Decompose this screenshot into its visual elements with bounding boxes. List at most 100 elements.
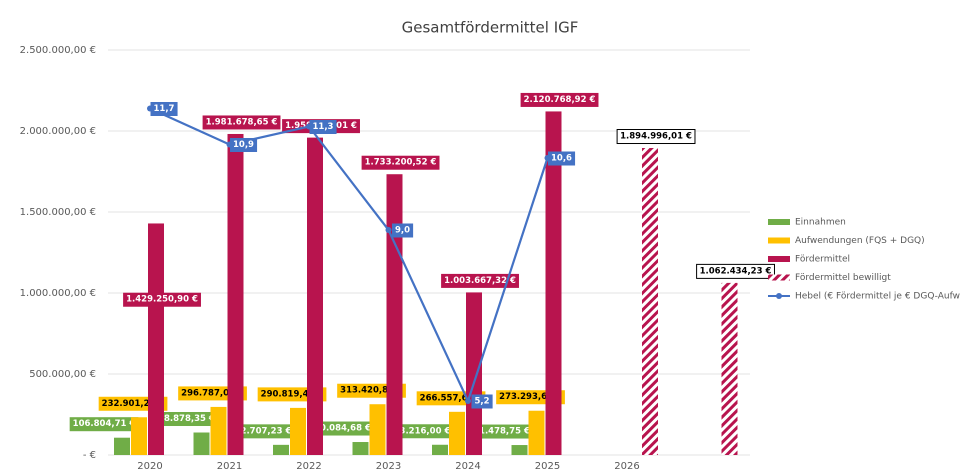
line-point bbox=[465, 398, 471, 404]
label-box bbox=[361, 155, 440, 170]
bar bbox=[307, 137, 323, 455]
bar bbox=[131, 417, 147, 455]
x-tick-label: 2024 bbox=[455, 461, 480, 471]
data-label: 1.733.200,52 € bbox=[361, 155, 440, 170]
bar bbox=[545, 111, 562, 456]
data-label-text: 62.707,23 € bbox=[235, 426, 292, 436]
data-label-text: 11,7 bbox=[154, 104, 175, 114]
x-tick-label: 2022 bbox=[296, 461, 321, 471]
label-box bbox=[69, 417, 139, 432]
label-box bbox=[231, 424, 295, 439]
bar bbox=[511, 445, 528, 455]
data-label-text: 63.216,00 € bbox=[394, 426, 451, 436]
data-label: 11,3 bbox=[309, 120, 337, 134]
label-box bbox=[441, 273, 519, 288]
x-tick-label: 2025 bbox=[535, 461, 560, 471]
data-label: 10,9 bbox=[230, 138, 258, 152]
bar bbox=[273, 444, 289, 455]
bar bbox=[642, 148, 658, 455]
data-label-text: 296.787,05 € bbox=[181, 388, 244, 398]
label-box bbox=[230, 138, 258, 152]
x-tick-label: 2026 bbox=[614, 461, 639, 471]
bar bbox=[193, 432, 210, 455]
data-label: 62.707,23 € bbox=[231, 424, 295, 439]
bar bbox=[148, 223, 164, 455]
data-label: 63.216,00 € bbox=[390, 424, 454, 439]
data-label: 1.429.250,90 € bbox=[123, 292, 201, 307]
data-label-text: 232.901,25 € bbox=[102, 399, 165, 409]
data-label: 5,2 bbox=[471, 394, 493, 409]
data-label-text: 273.293,61 € bbox=[499, 392, 562, 402]
legend-label: Hebel (€ Fördermittel je € DGQ-Aufwand bbox=[795, 292, 960, 302]
data-label-text: 138.878,35 € bbox=[152, 414, 215, 424]
bar bbox=[466, 292, 482, 455]
y-tick-label: - € bbox=[83, 450, 96, 461]
label-box bbox=[311, 421, 374, 436]
legend-swatch bbox=[768, 256, 790, 262]
x-tick-label: 2023 bbox=[376, 461, 401, 471]
label-box bbox=[123, 292, 201, 307]
bar bbox=[114, 437, 130, 455]
legend-swatch bbox=[768, 219, 790, 225]
data-label: 1.003.667,32 € bbox=[441, 273, 519, 288]
bar bbox=[721, 282, 738, 455]
bar bbox=[369, 404, 386, 455]
x-tick-label: 2020 bbox=[137, 461, 162, 471]
data-label: 106.804,71 € bbox=[69, 417, 139, 432]
data-label-text: 1.003.667,32 € bbox=[444, 276, 516, 286]
bar bbox=[290, 407, 306, 455]
bar bbox=[352, 442, 369, 455]
data-label: 138.878,35 € bbox=[149, 412, 218, 427]
label-box bbox=[149, 412, 218, 427]
data-label-text: 290.819,47 € bbox=[261, 389, 324, 399]
data-label-text: 106.804,71 € bbox=[73, 419, 136, 429]
legend-swatch bbox=[768, 274, 790, 281]
y-tick-label: 1.000.000,00 € bbox=[20, 288, 96, 299]
bar bbox=[386, 174, 403, 456]
data-label-text: 10,9 bbox=[233, 140, 254, 150]
label-box bbox=[391, 223, 414, 238]
legend-label: Aufwendungen (FQS + DGQ) bbox=[795, 236, 925, 246]
data-label-text: 11,3 bbox=[313, 122, 334, 132]
label-box bbox=[470, 424, 533, 439]
data-label-text: 9,0 bbox=[395, 226, 410, 236]
bar bbox=[210, 406, 227, 455]
data-label: 80.084,68 € bbox=[311, 421, 374, 436]
data-label: 9,0 bbox=[391, 223, 414, 238]
bar bbox=[432, 444, 448, 455]
data-label-text: 5,2 bbox=[474, 397, 489, 407]
bar bbox=[449, 411, 465, 455]
data-label-text: 313.420,83 € bbox=[340, 386, 403, 396]
label-box bbox=[616, 129, 696, 145]
data-label-text: 1.733.200,52 € bbox=[365, 158, 437, 168]
legend-swatch bbox=[776, 293, 782, 299]
y-tick-label: 500.000,00 € bbox=[29, 369, 96, 380]
data-label-text: 80.084,68 € bbox=[314, 424, 371, 434]
data-label-text: 10,6 bbox=[551, 154, 572, 164]
bar bbox=[227, 133, 244, 455]
line bbox=[149, 107, 549, 404]
data-label-text: 1.429.250,90 € bbox=[126, 295, 198, 305]
y-tick-label: 2.000.000,00 € bbox=[20, 126, 96, 137]
label-box bbox=[309, 120, 337, 134]
legend-label: Fördermittel bewilligt bbox=[795, 273, 891, 283]
data-label-text: 61.478,75 € bbox=[473, 427, 530, 437]
data-label-text: 266.557,65 € bbox=[420, 393, 483, 403]
x-tick-label: 2021 bbox=[217, 461, 242, 471]
legend-label: Fördermittel bbox=[795, 255, 850, 265]
bar bbox=[528, 410, 545, 455]
data-label: 2.120.768,92 € bbox=[520, 92, 599, 107]
label-box bbox=[548, 151, 576, 166]
label-box bbox=[202, 115, 281, 130]
label-box bbox=[390, 424, 454, 439]
data-label: 1.062.434,23 € bbox=[696, 263, 775, 279]
data-label-text: 1.981.678,65 € bbox=[206, 117, 278, 127]
label-box bbox=[520, 92, 599, 107]
label-box bbox=[696, 263, 775, 279]
legend-swatch bbox=[768, 237, 790, 244]
data-label-text: 1.894.996,01 € bbox=[620, 132, 692, 142]
label-box bbox=[150, 102, 178, 116]
legend-label: Einnahmen bbox=[795, 218, 846, 228]
label-box bbox=[471, 394, 493, 409]
